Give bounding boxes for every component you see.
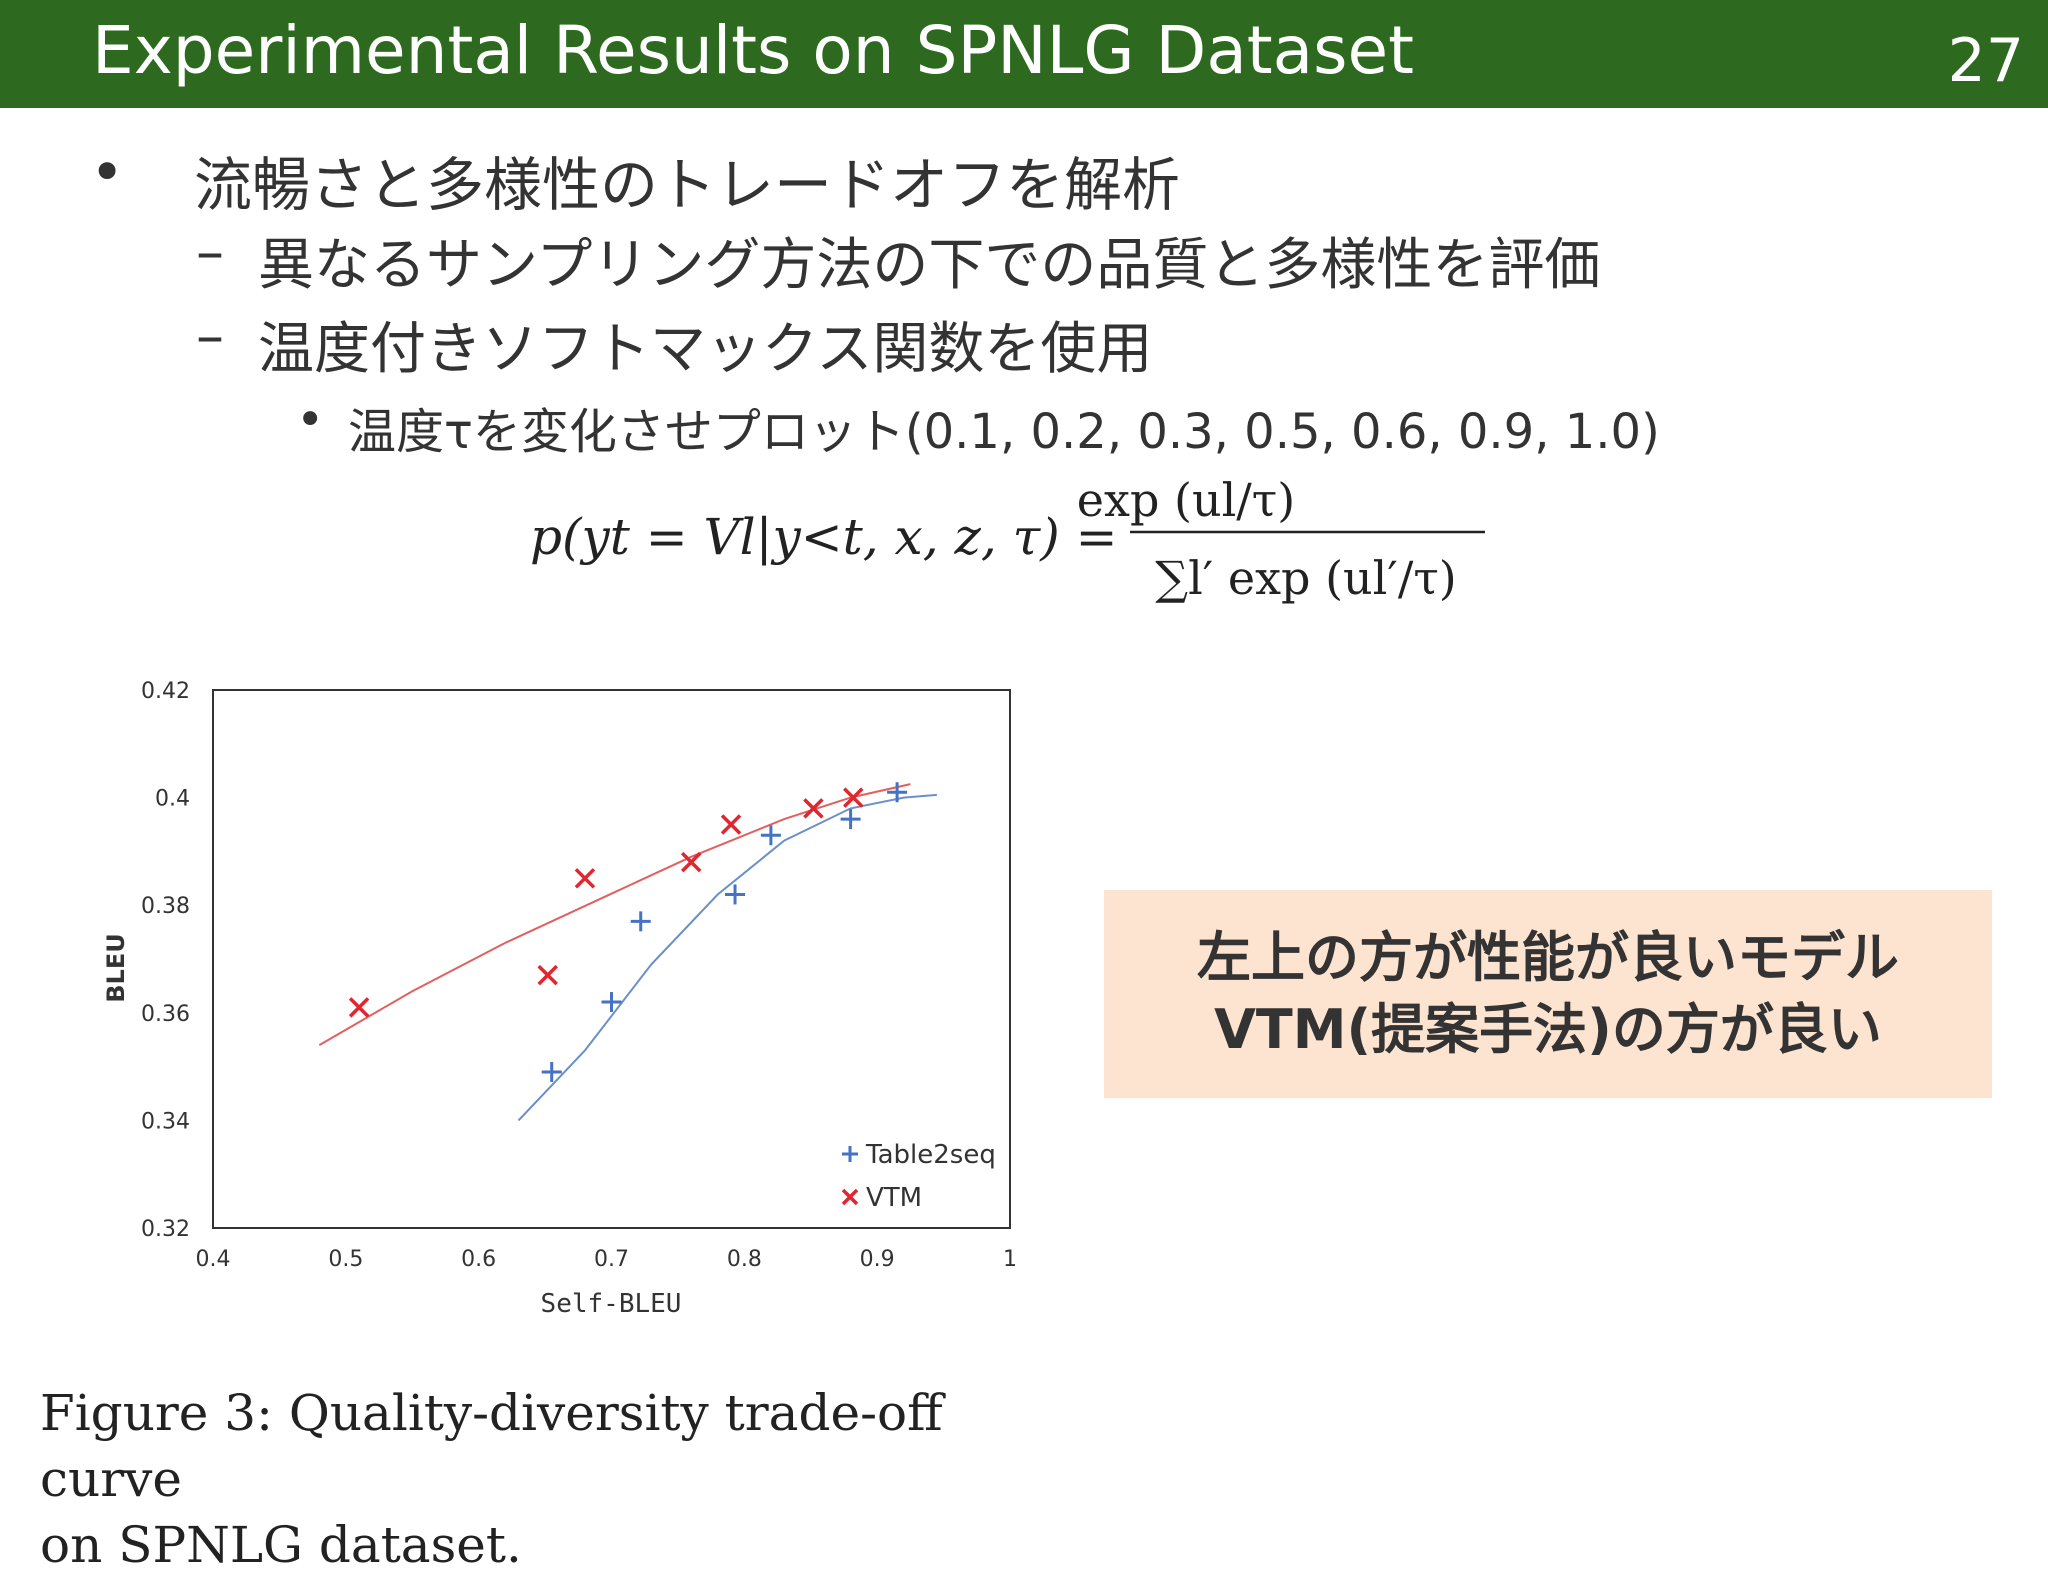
page-number: 27 [1947, 26, 2024, 96]
slide-header: Experimental Results on SPNLG Dataset 27 [0, 0, 2048, 108]
legend-vtm-label: VTM [866, 1183, 922, 1213]
dash-icon: – [196, 220, 224, 285]
callout-box: 左上の方が性能が良いモデル VTM(提案手法)の方が良い [1104, 890, 1992, 1098]
bullet-sub-2-detail-text: 温度τを変化させプロット(0.1, 0.2, 0.3, 0.5, 0.6, 0.… [348, 404, 1660, 460]
formula-denominator: ∑l′ exp (ul′/τ) [1155, 551, 1456, 605]
x-tick-label: 0.8 [727, 1247, 762, 1272]
y-tick-label: 0.42 [141, 679, 190, 704]
bullet-sub-1-text: 異なるサンプリング方法の下での品質と多様性を評価 [258, 233, 1601, 298]
vtm-point [348, 997, 370, 1018]
y-tick-label: 0.34 [141, 1109, 190, 1134]
quality-diversity-chart: 0.320.340.360.380.40.42 0.4 0.5 0.6 0.7 0.8 0… [102, 679, 1018, 1319]
callout-line-2: VTM(提案手法)の方が良い [1214, 998, 1882, 1061]
figure-caption: Figure 3: Quality-diversity trade-off cu… [40, 1380, 1100, 1578]
bullet-dot-icon: • [90, 138, 125, 206]
x-tick-label: 0.5 [328, 1247, 363, 1272]
table2seq-point [601, 992, 622, 1013]
vtm-point [537, 964, 558, 986]
legend-table2seq-marker [842, 1146, 858, 1162]
x-tick-label: 0.4 [196, 1247, 231, 1272]
bullet-sub-2-text: 温度付きソフトマックス関数を使用 [258, 317, 1153, 382]
caption-line-2: on SPNLG dataset. [40, 1516, 522, 1574]
y-tick-label: 0.36 [141, 1002, 190, 1027]
x-tick-label: 0.7 [594, 1247, 629, 1272]
bullet-dot-icon: • [296, 392, 325, 448]
table2seq-point [887, 782, 908, 803]
vtm-point [843, 787, 864, 808]
legend-plus-icon [842, 1146, 858, 1162]
bullet-main-text: 流暢さと多様性のトレードオフを解析 [194, 151, 1181, 219]
y-tick-label: 0.38 [141, 894, 190, 919]
legend-x-icon [841, 1188, 859, 1206]
table2seq-point [725, 884, 746, 905]
vtm-point [803, 798, 824, 819]
vtm-trend-line [318, 783, 911, 1046]
x-axis-label: Self-BLEU [541, 1289, 682, 1319]
formula-numerator: exp (ul/τ) [1077, 473, 1295, 527]
x-tick-label: 0.6 [461, 1247, 496, 1272]
y-tick-label: 0.32 [141, 1217, 190, 1242]
softmax-formula: p(yt = Vl|y<t, x, z, τ) = exp (ul/τ) ∑l′… [530, 473, 1485, 605]
callout-line-1: 左上の方が性能が良いモデル [1197, 926, 1899, 989]
caption-line-1: Figure 3: Quality-diversity trade-off cu… [40, 1384, 943, 1508]
slide-title: Experimental Results on SPNLG Dataset [92, 12, 1414, 89]
trend-curves [318, 783, 937, 1122]
vtm-point [574, 868, 596, 889]
formula-lhs: p(yt = Vl|y<t, x, z, τ) = [530, 508, 1118, 566]
x-axis-ticks: 0.4 0.5 0.6 0.7 0.8 0.9 1 [196, 1247, 1018, 1272]
y-axis-ticks: 0.32 0.34 0.36 0.38 0.4 0.42 [141, 679, 190, 1242]
vtm-point [680, 851, 702, 873]
vtm-point [720, 814, 742, 835]
x-tick-label: 0.9 [860, 1247, 895, 1272]
dash-icon: – [196, 304, 224, 369]
x-tick-label: 1 [1003, 1247, 1017, 1272]
legend-table2seq-label: Table2seq [865, 1140, 996, 1170]
data-markers [348, 782, 908, 1082]
legend: Table2seq VTM [841, 1140, 996, 1213]
legend-vtm-marker [841, 1188, 859, 1206]
plot-frame [212, 689, 1011, 1229]
table2seq-trend-line [517, 793, 937, 1122]
table2seq-point [630, 911, 651, 932]
table2seq-point [760, 825, 781, 846]
table2seq-point [840, 809, 861, 830]
y-axis-label: BLEU [102, 933, 130, 1002]
y-tick-label: 0.4 [155, 787, 190, 812]
table2seq-point [541, 1061, 562, 1082]
